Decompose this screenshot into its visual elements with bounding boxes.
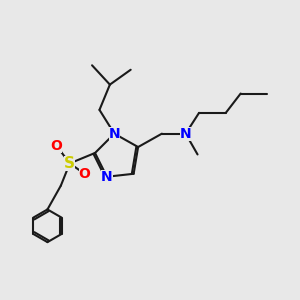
Text: O: O — [79, 167, 91, 181]
Text: S: S — [64, 156, 75, 171]
Text: N: N — [101, 170, 113, 184]
Text: O: O — [50, 139, 62, 152]
Text: N: N — [180, 127, 191, 141]
Text: N: N — [109, 127, 120, 141]
